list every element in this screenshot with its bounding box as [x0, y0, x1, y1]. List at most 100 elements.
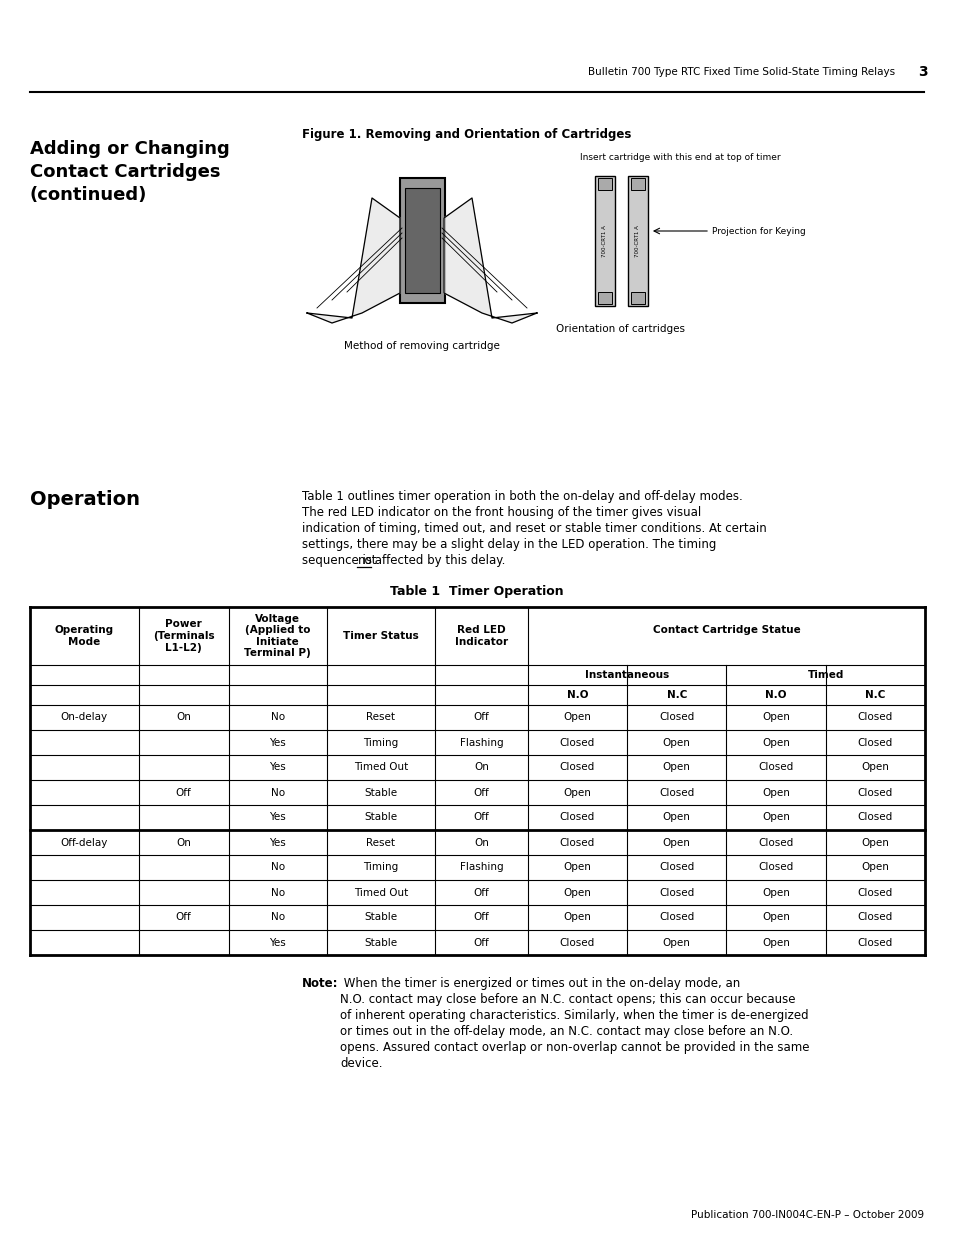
Text: On: On: [176, 713, 191, 722]
Text: Timed: Timed: [806, 671, 843, 680]
Text: Stable: Stable: [364, 788, 397, 798]
Text: N.C: N.C: [666, 690, 686, 700]
Text: Yes: Yes: [269, 937, 286, 947]
Text: settings, there may be a slight delay in the LED operation. The timing: settings, there may be a slight delay in…: [302, 538, 716, 551]
Text: affected by this delay.: affected by this delay.: [371, 555, 505, 567]
Text: Closed: Closed: [559, 937, 595, 947]
Text: Contact Cartridge Statue: Contact Cartridge Statue: [652, 625, 800, 635]
Bar: [595, 177, 615, 306]
Text: Yes: Yes: [269, 837, 286, 847]
Text: No: No: [271, 862, 284, 872]
Text: Closed: Closed: [559, 737, 595, 747]
Text: Yes: Yes: [269, 762, 286, 773]
Text: Open: Open: [861, 837, 888, 847]
Text: Timed Out: Timed Out: [354, 762, 408, 773]
Bar: [399, 178, 444, 303]
Text: or times out in the off-delay mode, an N.C. contact may close before an N.O.: or times out in the off-delay mode, an N…: [339, 1025, 792, 1037]
Text: 3: 3: [918, 65, 927, 79]
Text: Closed: Closed: [559, 762, 595, 773]
Text: Open: Open: [563, 888, 591, 898]
Bar: [598, 291, 612, 304]
Bar: [302, 148, 541, 324]
Text: Closed: Closed: [758, 762, 793, 773]
Text: Figure 1. Removing and Orientation of Cartridges: Figure 1. Removing and Orientation of Ca…: [302, 128, 631, 141]
Text: Open: Open: [662, 762, 690, 773]
Text: Flashing: Flashing: [459, 862, 503, 872]
Text: Closed: Closed: [559, 837, 595, 847]
Text: Closed: Closed: [559, 813, 595, 823]
Text: not: not: [357, 555, 376, 567]
Text: On: On: [176, 837, 191, 847]
Text: Off: Off: [473, 813, 489, 823]
Bar: [627, 177, 647, 306]
Text: No: No: [271, 788, 284, 798]
Text: Insert cartridge with this end at top of timer: Insert cartridge with this end at top of…: [579, 153, 780, 162]
Text: N.C: N.C: [864, 690, 884, 700]
Text: Stable: Stable: [364, 913, 397, 923]
Text: Open: Open: [861, 762, 888, 773]
Text: Off: Off: [473, 788, 489, 798]
Text: Off: Off: [473, 913, 489, 923]
Text: Off: Off: [473, 713, 489, 722]
Text: No: No: [271, 713, 284, 722]
Text: Stable: Stable: [364, 813, 397, 823]
Text: Open: Open: [761, 888, 789, 898]
Text: N.O: N.O: [764, 690, 786, 700]
Text: Open: Open: [563, 913, 591, 923]
Text: Table 1 outlines timer operation in both the on-delay and off-delay modes.: Table 1 outlines timer operation in both…: [302, 490, 742, 503]
Text: Closed: Closed: [857, 813, 892, 823]
Text: Open: Open: [761, 713, 789, 722]
Text: Operating
Mode: Operating Mode: [54, 625, 113, 647]
Text: The red LED indicator on the front housing of the timer gives visual: The red LED indicator on the front housi…: [302, 506, 700, 519]
Text: indication of timing, timed out, and reset or stable timer conditions. At certai: indication of timing, timed out, and res…: [302, 522, 766, 535]
Text: Contact Cartridges: Contact Cartridges: [30, 163, 220, 182]
Text: (continued): (continued): [30, 186, 147, 204]
Text: Closed: Closed: [857, 888, 892, 898]
Text: Closed: Closed: [758, 837, 793, 847]
Text: Yes: Yes: [269, 737, 286, 747]
Text: Publication 700-IN004C-EN-P – October 2009: Publication 700-IN004C-EN-P – October 20…: [690, 1210, 923, 1220]
Text: Open: Open: [761, 913, 789, 923]
Text: Off: Off: [175, 913, 192, 923]
Bar: [598, 178, 612, 190]
Text: Open: Open: [563, 788, 591, 798]
Text: Open: Open: [563, 862, 591, 872]
Text: On: On: [474, 762, 488, 773]
Text: Open: Open: [761, 788, 789, 798]
Text: Open: Open: [761, 937, 789, 947]
Text: Off: Off: [175, 788, 192, 798]
Text: Closed: Closed: [758, 862, 793, 872]
Text: When the timer is energized or times out in the on-delay mode, an: When the timer is energized or times out…: [339, 977, 740, 990]
Text: Closed: Closed: [659, 888, 694, 898]
Text: Closed: Closed: [659, 713, 694, 722]
Text: Off: Off: [473, 937, 489, 947]
Text: Closed: Closed: [659, 788, 694, 798]
Text: Open: Open: [662, 813, 690, 823]
Text: Open: Open: [861, 862, 888, 872]
Text: Operation: Operation: [30, 490, 140, 509]
Text: Closed: Closed: [857, 737, 892, 747]
Text: Method of removing cartridge: Method of removing cartridge: [344, 341, 499, 351]
Polygon shape: [307, 198, 399, 324]
Text: 700-CRT1 A: 700-CRT1 A: [635, 225, 639, 257]
Text: Projection for Keying: Projection for Keying: [711, 226, 805, 236]
Text: 700-CRT1 A: 700-CRT1 A: [602, 225, 607, 257]
Text: Off: Off: [473, 888, 489, 898]
Text: Timer Status: Timer Status: [343, 631, 418, 641]
Text: Off-delay: Off-delay: [61, 837, 108, 847]
Text: Flashing: Flashing: [459, 737, 503, 747]
Text: Closed: Closed: [857, 913, 892, 923]
Text: Closed: Closed: [857, 937, 892, 947]
Text: N.O: N.O: [566, 690, 588, 700]
Bar: [630, 291, 644, 304]
Text: Open: Open: [761, 737, 789, 747]
Text: Open: Open: [662, 837, 690, 847]
Text: Closed: Closed: [659, 913, 694, 923]
Text: Timing: Timing: [363, 862, 398, 872]
Text: Open: Open: [563, 713, 591, 722]
Text: On-delay: On-delay: [61, 713, 108, 722]
Text: Instantaneous: Instantaneous: [584, 671, 669, 680]
Text: device.: device.: [339, 1057, 382, 1070]
Text: N.O. contact may close before an N.C. contact opens; this can occur because: N.O. contact may close before an N.C. co…: [339, 993, 795, 1007]
Text: of inherent operating characteristics. Similarly, when the timer is de-energized: of inherent operating characteristics. S…: [339, 1009, 808, 1023]
